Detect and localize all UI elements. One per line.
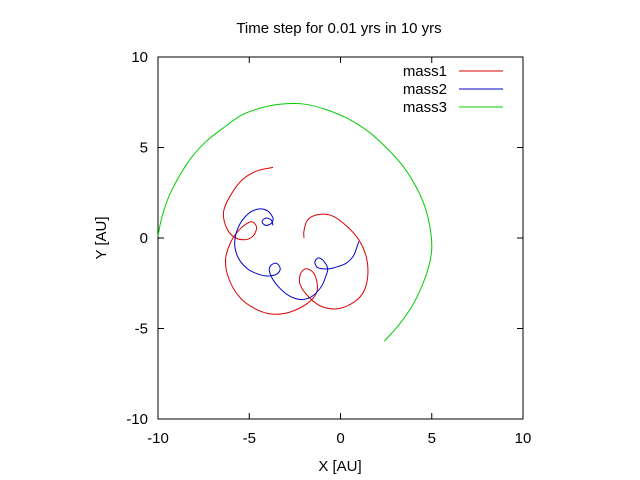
x-tick-label: 5 <box>428 430 436 447</box>
axis-ticks: -10 -5 0 5 10 -10 -5 0 5 10 <box>126 49 531 447</box>
x-tick-label: 10 <box>515 430 532 447</box>
legend-label-mass1: mass1 <box>403 63 447 80</box>
y-axis-label: Y [AU] <box>93 216 110 259</box>
series-line-mass3 <box>157 102 433 342</box>
y-tick-label: 0 <box>140 230 148 247</box>
chart-title: Time step for 0.01 yrs in 10 yrs <box>236 20 441 37</box>
x-tick-label: -5 <box>243 430 256 447</box>
y-tick-label: 5 <box>140 140 148 157</box>
y-tick-label: -5 <box>135 321 148 338</box>
plot-frame <box>157 56 524 420</box>
series-layer <box>157 102 433 342</box>
x-tick-label: 0 <box>336 430 344 447</box>
y-tick-label: -10 <box>126 411 148 428</box>
x-axis-label: X [AU] <box>318 458 361 475</box>
series-line-mass1 <box>222 166 369 315</box>
legend-label-mass2: mass2 <box>403 81 447 98</box>
x-tick-label: -10 <box>147 430 169 447</box>
y-tick-label: 10 <box>131 49 148 66</box>
legend-label-mass3: mass3 <box>403 99 447 116</box>
series-line-mass2 <box>234 208 360 301</box>
